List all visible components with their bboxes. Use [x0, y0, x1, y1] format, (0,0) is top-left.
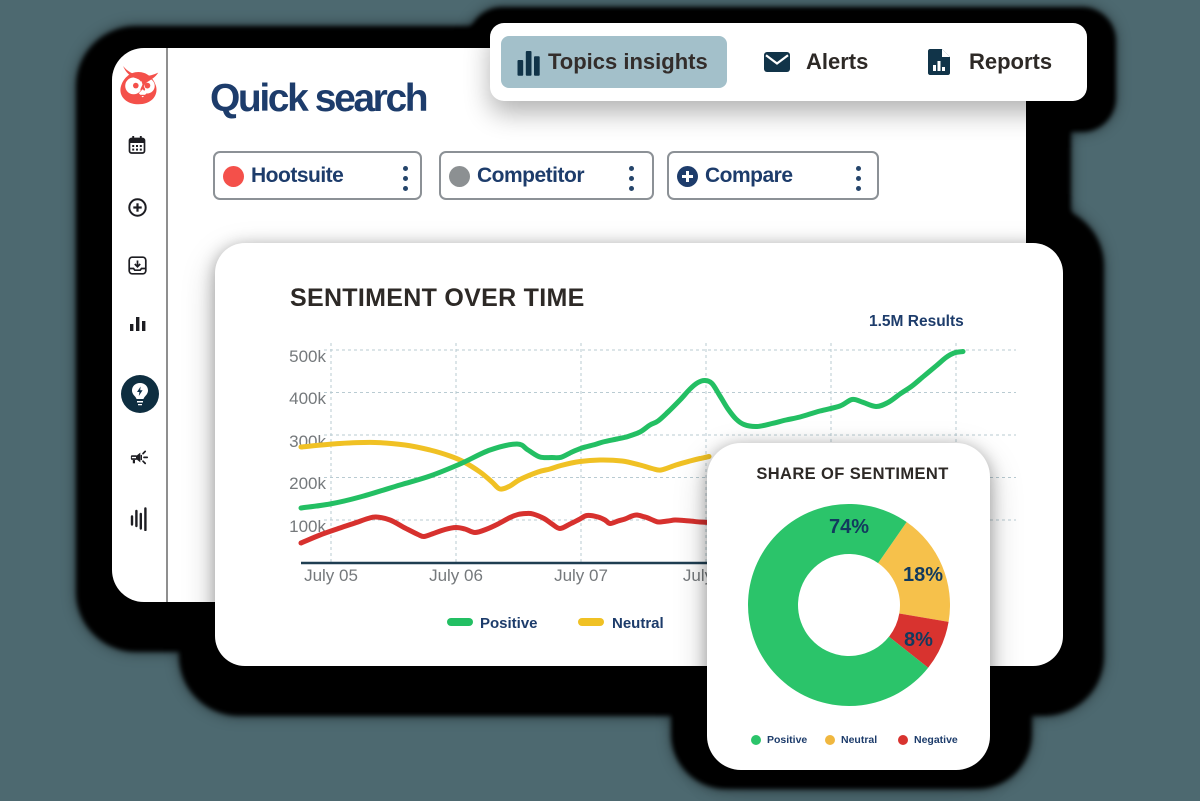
svg-text:100k: 100k — [289, 517, 326, 536]
svg-text:July 06: July 06 — [429, 566, 483, 585]
svg-text:July: July — [683, 566, 714, 585]
svg-text:July 05: July 05 — [304, 566, 358, 585]
svg-text:July 07: July 07 — [554, 566, 608, 585]
svg-text:200k: 200k — [289, 474, 326, 493]
svg-text:400k: 400k — [289, 389, 326, 408]
svg-text:500k: 500k — [289, 347, 326, 366]
